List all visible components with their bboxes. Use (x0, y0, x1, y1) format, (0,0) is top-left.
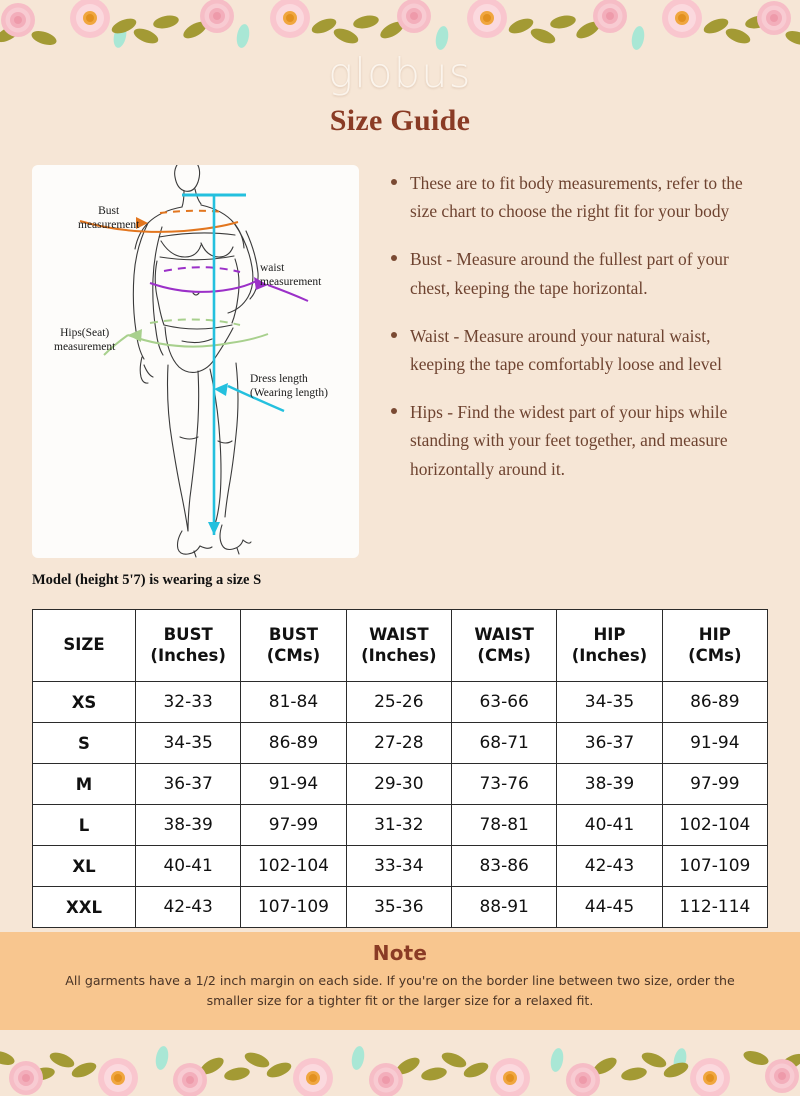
cell-hip-inches: 34-35 (556, 681, 663, 723)
cell-waist-cms: 73-76 (450, 763, 558, 805)
cell-hip-cms: 112-114 (661, 886, 769, 928)
cell-waist-inches: 35-36 (345, 886, 452, 928)
cell-size: XXL (32, 886, 136, 928)
cell-waist-cms: 88-91 (450, 886, 558, 928)
diagram-label-dress: Dress length (Wearing length) (250, 373, 328, 399)
column-header-bust-cms: BUST (CMs) (240, 609, 347, 682)
cell-bust-cms: 107-109 (240, 886, 347, 928)
waist-measure-line (149, 266, 309, 302)
cell-hip-inches: 38-39 (556, 763, 663, 805)
diagram-label-waist: waist measurement (260, 262, 322, 288)
instruction-text: These are to fit body measurements, refe… (410, 173, 743, 222)
body-figure-illustration (79, 165, 309, 558)
instructions-list: These are to fit body measurements, refe… (389, 165, 768, 483)
table-row: XS 32-33 81-84 25-26 63-66 34-35 86-89 (32, 681, 769, 723)
bust-measure-line (79, 209, 239, 233)
cell-bust-cms: 91-94 (240, 763, 347, 805)
cell-bust-inches: 36-37 (134, 763, 242, 805)
cell-size: XL (32, 845, 136, 887)
column-header-bust-inches: BUST (Inches) (134, 609, 242, 682)
column-header-size: SIZE (32, 609, 136, 682)
note-section: Note All garments have a 1/2 inch margin… (0, 932, 800, 1030)
cell-hip-cms: 102-104 (661, 804, 769, 846)
measurement-diagram: Bust measurement waist measurement Hips(… (32, 165, 359, 558)
hips-measure-line (103, 318, 269, 356)
bullet-dot-icon (391, 408, 397, 415)
column-header-waist-cms: WAIST (CMs) (450, 609, 558, 682)
cell-bust-cms: 86-89 (240, 722, 347, 764)
cell-bust-inches: 32-33 (134, 681, 242, 723)
page-header: globus Size Guide (0, 49, 800, 138)
diagram-label-hips: Hips(Seat) measurement (54, 327, 116, 353)
instruction-text: Hips - Find the widest part of your hips… (410, 402, 728, 479)
column-header-hip-cms: HIP (CMs) (661, 609, 769, 682)
floral-border-bottom (0, 1038, 800, 1096)
cell-waist-inches: 29-30 (345, 763, 452, 805)
cell-bust-cms: 102-104 (240, 845, 347, 887)
cell-waist-inches: 31-32 (345, 804, 452, 846)
bullet-dot-icon (391, 179, 397, 185)
table-row: S 34-35 86-89 27-28 68-71 36-37 91-94 (32, 722, 769, 764)
cell-waist-inches: 27-28 (345, 722, 452, 764)
cell-bust-inches: 38-39 (134, 804, 242, 846)
page-title: Size Guide (329, 104, 471, 138)
model-caption: Model (height 5'7) is wearing a size S (32, 572, 262, 588)
cell-hip-inches: 42-43 (556, 845, 663, 887)
list-item: Waist - Measure around your natural wais… (389, 322, 768, 378)
cell-bust-inches: 40-41 (134, 845, 242, 887)
cell-hip-cms: 86-89 (661, 681, 769, 723)
bullet-dot-icon (391, 331, 397, 338)
cell-waist-cms: 78-81 (450, 804, 558, 846)
table-row: XL 40-41 102-104 33-34 83-86 42-43 107-1… (32, 845, 769, 887)
cell-size: M (32, 763, 136, 805)
list-item: Hips - Find the widest part of your hips… (389, 398, 768, 483)
main-content: Bust measurement waist measurement Hips(… (0, 165, 800, 589)
column-header-hip-inches: HIP (Inches) (556, 609, 663, 682)
cell-bust-inches: 42-43 (134, 886, 242, 928)
list-item: These are to fit body measurements, refe… (389, 169, 768, 225)
floral-border-top (0, 0, 800, 58)
cell-waist-cms: 83-86 (450, 845, 558, 887)
cell-hip-inches: 44-45 (556, 886, 663, 928)
bullet-dot-icon (391, 255, 397, 262)
size-chart-table: SIZE BUST (Inches) BUST (CMs) WAIST (Inc… (32, 609, 769, 928)
cell-waist-inches: 25-26 (345, 681, 452, 723)
cell-bust-inches: 34-35 (134, 722, 242, 764)
table-row: XXL 42-43 107-109 35-36 88-91 44-45 112-… (32, 886, 769, 928)
cell-waist-inches: 33-34 (345, 845, 452, 887)
brand-logo: globus (328, 49, 472, 97)
cell-waist-cms: 63-66 (450, 681, 558, 723)
cell-hip-inches: 40-41 (556, 804, 663, 846)
note-title: Note (372, 941, 428, 965)
cell-size: L (32, 804, 136, 846)
table-header-row: SIZE BUST (Inches) BUST (CMs) WAIST (Inc… (32, 609, 769, 682)
size-chart-table-wrapper: SIZE BUST (Inches) BUST (CMs) WAIST (Inc… (32, 609, 769, 928)
note-body: All garments have a 1/2 inch margin on e… (65, 973, 735, 1009)
cell-size: XS (32, 681, 136, 723)
list-item: Bust - Measure around the fullest part o… (389, 245, 768, 301)
diagram-label-bust: Bust measurement (78, 205, 140, 231)
instruction-text: Waist - Measure around your natural wais… (410, 325, 722, 374)
cell-bust-cms: 97-99 (240, 804, 347, 846)
cell-waist-cms: 68-71 (450, 722, 558, 764)
table-row: M 36-37 91-94 29-30 73-76 38-39 97-99 (32, 763, 769, 805)
cell-hip-cms: 91-94 (661, 722, 769, 764)
dress-length-line (182, 193, 285, 535)
cell-hip-cms: 107-109 (661, 845, 769, 887)
column-header-waist-inches: WAIST (Inches) (345, 609, 452, 682)
instruction-text: Bust - Measure around the fullest part o… (410, 249, 729, 298)
cell-bust-cms: 81-84 (240, 681, 347, 723)
table-row: L 38-39 97-99 31-32 78-81 40-41 102-104 (32, 804, 769, 846)
cell-size: S (32, 722, 136, 764)
cell-hip-cms: 97-99 (661, 763, 769, 805)
cell-hip-inches: 36-37 (556, 722, 663, 764)
